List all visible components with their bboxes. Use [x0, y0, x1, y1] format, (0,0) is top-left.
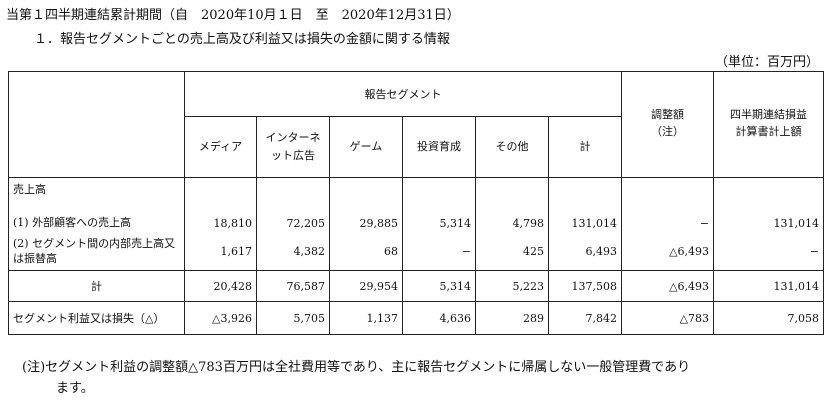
consolidated-header: 四半期連結損益 計算書計上額	[713, 71, 825, 178]
cell-value: 29,954	[329, 270, 403, 302]
consolidated-header-line1: 四半期連結損益	[730, 108, 808, 121]
cell-value: △3,926	[184, 301, 257, 335]
cell-value: −	[621, 200, 715, 232]
cell-value: 5,314	[402, 200, 476, 232]
segment-header-investment: 投資育成	[402, 116, 476, 178]
row-label: (1) 外部顧客への売上高	[8, 200, 185, 232]
cell-value: −	[713, 232, 825, 271]
cell-value: 5,705	[256, 301, 330, 335]
cell-value: 7,842	[547, 301, 623, 335]
segment-header-internet-ads: インターネ ット広告	[256, 116, 330, 178]
adjustment-header-line2: （注）	[651, 125, 685, 138]
row-label: セグメント利益又は損失（△）	[8, 301, 185, 335]
cell-value: 5,314	[402, 270, 476, 302]
segment-header-games: ゲーム	[329, 116, 403, 178]
segment-header-other: その他	[475, 116, 549, 178]
cell-value: 76,587	[256, 270, 330, 302]
cell-value: 4,798	[475, 200, 549, 232]
cell-value: 131,014	[713, 200, 825, 232]
segment-header-subtotal: 計	[547, 116, 623, 178]
consolidated-header-line2: 計算書計上額	[735, 125, 802, 138]
sales-section-label: 売上高	[8, 177, 185, 200]
cell-value: 72,205	[256, 200, 330, 232]
cell-value: 131,014	[547, 200, 623, 232]
adjustment-header: 調整額 （注）	[621, 71, 715, 178]
header-row-2: メディア インターネ ット広告 ゲーム 投資育成 その他 計	[9, 116, 824, 178]
period-title: 当第１四半期連結累計期間（自 2020年10月１日 至 2020年12月31日）	[6, 8, 460, 23]
table-row: (1) 外部顧客への売上高 18,810 72,205 29,885 5,314…	[8, 200, 825, 232]
unit-label: （単位：百万円）	[714, 55, 819, 70]
row-label: (2) セグメント間の内部売上高又は振替高	[8, 232, 185, 271]
cell-value: △6,493	[621, 232, 715, 271]
cell-value: 425	[475, 232, 549, 271]
cell-value: 18,810	[184, 200, 257, 232]
cell-value: 289	[475, 301, 549, 335]
segment-header-media: メディア	[184, 116, 257, 178]
segment-table: 報告セグメント 調整額 （注） 四半期連結損益 計算書計上額 メディア インター…	[8, 71, 825, 335]
corner-header-cell	[8, 71, 185, 178]
segment-header-internet-ads-line2: ット広告	[271, 149, 315, 162]
header-row-1: 報告セグメント 調整額 （注） 四半期連結損益 計算書計上額	[8, 71, 825, 178]
cell-value: −	[402, 232, 476, 271]
section-heading: １．報告セグメントごとの売上高及び利益又は損失の金額に関する情報	[34, 32, 450, 47]
cell-value: 137,508	[547, 270, 623, 302]
cell-value: 7,058	[713, 301, 825, 335]
cell-value: 131,014	[713, 270, 825, 302]
sales-section-row: 売上高	[8, 177, 825, 200]
footnote-line-2: ます。	[56, 381, 94, 396]
segment-header-internet-ads-line1: インターネ	[265, 131, 321, 144]
cell-value: 1,137	[329, 301, 403, 335]
cell-value: 20,428	[184, 270, 257, 302]
cell-value: 29,885	[329, 200, 403, 232]
cell-value: 4,636	[402, 301, 476, 335]
footnote-line-1: (注)セグメント利益の調整額△783百万円は全社費用等であり、主に報告セグメント…	[22, 360, 691, 375]
row-label: 計	[8, 270, 185, 302]
cell-value: 5,223	[475, 270, 549, 302]
cell-value: △6,493	[621, 270, 715, 302]
adjustment-header-line1: 調整額	[651, 108, 685, 121]
table-row: (2) セグメント間の内部売上高又は振替高 1,617 4,382 68 − 4…	[8, 232, 825, 271]
cell-value: △783	[621, 301, 715, 335]
cell-value: 6,493	[547, 232, 623, 271]
cell-value: 68	[329, 232, 403, 271]
cell-value: 4,382	[256, 232, 330, 271]
segment-profit-row: セグメント利益又は損失（△） △3,926 5,705 1,137 4,636 …	[8, 301, 825, 335]
cell-value: 1,617	[184, 232, 257, 271]
reporting-segment-header: 報告セグメント	[183, 71, 623, 117]
total-row: 計 20,428 76,587 29,954 5,314 5,223 137,5…	[8, 270, 825, 302]
